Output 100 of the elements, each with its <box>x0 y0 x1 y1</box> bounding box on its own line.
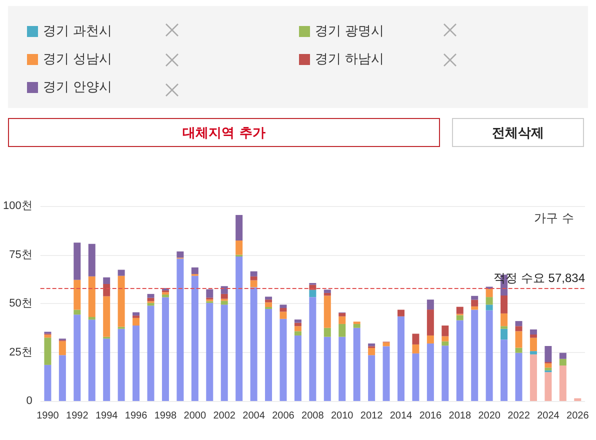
bar <box>426 335 434 344</box>
bar <box>294 319 302 323</box>
bar <box>220 286 228 294</box>
text: 대체지역 추가 <box>8 118 440 147</box>
bar <box>486 304 493 310</box>
x-tick-label: 2010 <box>330 410 354 422</box>
x-tick-label: 2008 <box>302 410 324 422</box>
bar <box>220 294 228 299</box>
bar <box>382 346 390 401</box>
bar <box>280 304 287 308</box>
bar <box>250 287 258 401</box>
bar <box>353 324 360 328</box>
bar <box>74 280 81 310</box>
bar <box>294 331 302 336</box>
bar <box>426 310 434 336</box>
x-tick-label: 2012 <box>360 410 384 422</box>
bar <box>486 289 493 298</box>
bar <box>103 277 110 284</box>
bar <box>412 344 420 354</box>
bar <box>88 244 96 276</box>
bar <box>236 240 243 255</box>
bar <box>398 316 404 401</box>
bar <box>294 322 302 326</box>
bar <box>118 328 125 401</box>
x-tick-label: 2022 <box>508 410 530 422</box>
bar <box>220 304 228 401</box>
bar <box>265 308 272 401</box>
bar <box>220 300 228 305</box>
bar <box>382 342 390 346</box>
legend-label: 경기 하남시 <box>315 52 384 67</box>
bar <box>132 312 140 316</box>
bar <box>103 338 110 401</box>
bar <box>544 372 552 401</box>
bar <box>236 256 243 401</box>
bar <box>338 336 346 401</box>
bar <box>250 276 258 280</box>
bar <box>147 294 154 298</box>
bar <box>368 355 376 401</box>
legend-label: 경기 광명시 <box>315 24 384 39</box>
x-tick-label: 2002 <box>213 410 236 422</box>
bar <box>515 326 522 332</box>
x-tick-label: 2000 <box>184 410 206 422</box>
bar <box>442 341 449 346</box>
bar <box>250 280 258 288</box>
x-tick-label: 1998 <box>154 410 178 422</box>
bar <box>530 329 537 335</box>
x-tick-label: 1992 <box>66 410 89 422</box>
bar <box>471 310 478 401</box>
bar <box>191 276 198 401</box>
bar <box>500 340 508 401</box>
bar <box>500 326 508 329</box>
bar <box>338 316 346 324</box>
legend-label: 경기 과천시 <box>43 24 112 39</box>
bar <box>88 320 96 401</box>
bar <box>398 310 404 316</box>
x-tick-label: 1996 <box>124 410 148 422</box>
y-tick-label: 25천 <box>9 346 32 358</box>
bar <box>58 355 66 401</box>
bar <box>486 310 493 401</box>
bar <box>456 320 464 401</box>
bar <box>515 352 522 401</box>
bar <box>530 354 537 401</box>
bar <box>132 318 140 326</box>
bar <box>206 289 214 298</box>
x-tick-label: 2018 <box>448 410 472 422</box>
bar <box>338 313 346 316</box>
bar <box>191 267 198 274</box>
x-tick-label: 2016 <box>419 410 442 422</box>
bar <box>74 314 81 401</box>
bar <box>412 353 420 401</box>
bar <box>280 312 287 319</box>
bar <box>426 300 434 310</box>
bar <box>544 363 552 368</box>
bar <box>309 290 316 298</box>
bar <box>265 300 272 302</box>
bar <box>338 324 346 337</box>
bar <box>544 368 552 370</box>
bar <box>162 294 169 298</box>
bar <box>236 214 243 241</box>
bar <box>442 326 449 336</box>
bar <box>250 271 258 276</box>
bar <box>294 335 302 401</box>
bar <box>265 302 272 308</box>
bar <box>118 276 125 327</box>
bar <box>324 290 331 293</box>
bar <box>530 334 537 338</box>
bar <box>147 302 154 306</box>
bar <box>103 296 110 337</box>
y-tick-label: 50천 <box>9 298 32 310</box>
bar <box>132 326 140 401</box>
bar <box>118 270 125 276</box>
bar <box>544 346 552 362</box>
bar <box>280 308 287 312</box>
bar <box>88 276 96 317</box>
bar <box>44 338 52 365</box>
bar <box>324 296 331 328</box>
legend-label: 경기 성남시 <box>43 52 112 67</box>
bar <box>176 258 184 401</box>
bar <box>500 296 508 314</box>
bar <box>58 341 66 356</box>
